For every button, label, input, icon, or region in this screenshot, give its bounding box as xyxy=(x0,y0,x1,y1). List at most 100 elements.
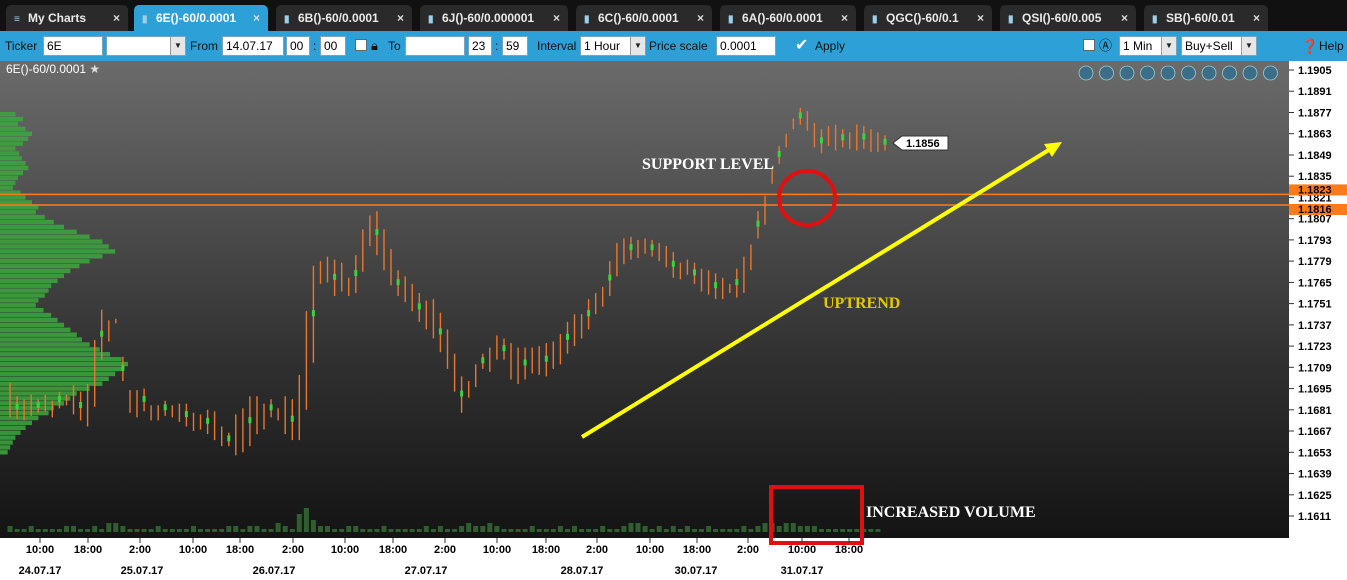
chevron-down-icon: ▼ xyxy=(1241,37,1256,55)
volume-profile-bar xyxy=(0,239,103,244)
volume-marker xyxy=(79,402,83,408)
volume-profile-bar xyxy=(0,332,77,337)
x-time-label: 10:00 xyxy=(788,544,816,556)
side-select[interactable]: Buy+Sell ▼ xyxy=(1181,36,1257,56)
help-link[interactable]: Help xyxy=(1319,39,1344,53)
x-date-label: 25.07.17 xyxy=(121,565,164,577)
volume-profile-bar xyxy=(0,234,90,239)
expand-icon[interactable] xyxy=(1222,65,1237,81)
close-icon[interactable]: × xyxy=(696,11,704,25)
filter-checkbox[interactable] xyxy=(1083,39,1095,51)
volume-profile-bar xyxy=(0,259,90,264)
price-axis[interactable] xyxy=(1289,61,1347,580)
link-icon[interactable] xyxy=(1181,65,1196,81)
zoom-in-icon[interactable] xyxy=(1078,65,1094,81)
draw-icon[interactable] xyxy=(1160,65,1176,81)
time-axis[interactable] xyxy=(0,538,1289,580)
tab-6b[interactable]: ▮ 6B()-60/0.0001 × xyxy=(276,5,412,31)
volume-marker xyxy=(184,411,188,418)
close-icon[interactable]: × xyxy=(1252,11,1260,25)
volume-bar xyxy=(49,529,55,532)
from-minute-input[interactable]: 00 xyxy=(320,36,346,56)
volume-bar xyxy=(261,529,267,532)
volume-profile-bar xyxy=(0,406,54,411)
x-time-label: 18:00 xyxy=(74,544,102,556)
volume-profile-bar xyxy=(0,165,29,171)
volume-profile-bar xyxy=(0,347,100,352)
to-enable-checkbox[interactable] xyxy=(355,39,367,51)
to-hour-input[interactable]: 23 xyxy=(468,36,492,56)
close-icon[interactable]: × xyxy=(396,11,404,25)
volume-profile-bar xyxy=(0,440,13,445)
price-scale-input[interactable]: 0.0001 xyxy=(716,36,776,56)
volume-profile-bar xyxy=(0,131,32,136)
search-icon[interactable] xyxy=(1119,65,1135,81)
bar-chart-icon: ▮ xyxy=(1008,14,1014,25)
volume-bar xyxy=(113,523,119,532)
tab-6j[interactable]: ▮ 6J()-60/0.000001 × xyxy=(420,5,568,31)
volume-highlight-box xyxy=(769,485,864,545)
circle-a-icon[interactable]: Ⓐ xyxy=(1099,38,1113,53)
ticker-dropdown[interactable]: ▼ xyxy=(106,36,186,56)
tab-6c[interactable]: ▮ 6C()-60/0.0001 × xyxy=(576,5,712,31)
ticker-label: Ticker xyxy=(5,39,38,53)
help-icon[interactable]: ❓ xyxy=(1301,38,1319,54)
eye-icon[interactable] xyxy=(1242,65,1258,81)
tab-my-charts[interactable]: ≡ My Charts × xyxy=(6,5,128,31)
zoom-out-icon[interactable] xyxy=(1099,65,1114,81)
from-date-input[interactable]: 14.07.17 xyxy=(222,36,284,56)
volume-bar xyxy=(621,526,627,532)
tab-sb[interactable]: ▮ SB()-60/0.01 × xyxy=(1144,5,1268,31)
volume-profile-bar xyxy=(0,293,45,298)
tab-label: QGC()-60/0.1 xyxy=(886,11,959,25)
volume-profile-bar xyxy=(0,322,64,328)
y-tick-label: 1.1863 xyxy=(1298,129,1332,141)
volume-marker xyxy=(650,244,654,251)
volume-bar xyxy=(494,526,500,532)
volume-marker xyxy=(460,390,464,397)
tab-6a[interactable]: ▮ 6A()-60/0.0001 × xyxy=(720,5,856,31)
volume-profile-bar xyxy=(0,415,39,421)
to-date-input[interactable] xyxy=(405,36,465,56)
from-hour-input[interactable]: 00 xyxy=(286,36,310,56)
star-icon[interactable]: ★ xyxy=(89,62,101,76)
close-icon[interactable]: × xyxy=(1120,11,1128,25)
close-icon[interactable]: × xyxy=(552,11,560,25)
bar-chart-icon: ▮ xyxy=(284,14,290,25)
volume-marker xyxy=(566,333,569,340)
chart-area[interactable] xyxy=(0,61,1347,580)
volume-bar xyxy=(395,529,401,532)
volume-bar xyxy=(776,526,782,532)
uptrend-arrow xyxy=(580,146,1054,439)
close-icon[interactable]: × xyxy=(252,11,260,25)
volume-profile-bar xyxy=(0,151,20,156)
close-icon[interactable]: × xyxy=(840,11,848,25)
ticker-input[interactable]: 6E xyxy=(43,36,103,56)
from-label: From xyxy=(190,39,218,53)
period-select[interactable]: 1 Min ▼ xyxy=(1119,36,1177,56)
volume-bar xyxy=(416,529,422,532)
close-icon[interactable]: × xyxy=(112,11,120,25)
menu-down-icon[interactable] xyxy=(1263,65,1278,81)
settings-icon[interactable] xyxy=(1201,65,1217,81)
volume-bar xyxy=(635,523,641,532)
volume-bar xyxy=(670,526,676,532)
tab-label: 6J()-60/0.000001 xyxy=(442,11,535,25)
tab-qsi[interactable]: ▮ QSI()-60/0.005 × xyxy=(1000,5,1136,31)
bar-chart-icon: ▮ xyxy=(428,14,434,25)
apply-button[interactable]: Apply xyxy=(815,39,846,53)
volume-bar xyxy=(783,523,789,532)
level-price-tag xyxy=(1289,204,1347,215)
tab-6e[interactable]: ▮ 6E()-60/0.0001 × xyxy=(134,5,268,31)
volume-bar xyxy=(310,520,316,532)
grid-icon[interactable] xyxy=(1140,65,1155,81)
to-minute-input[interactable]: 59 xyxy=(502,36,528,56)
volume-profile-bar xyxy=(0,268,71,274)
check-circle-icon[interactable]: ✔ xyxy=(795,37,809,54)
interval-select[interactable]: 1 Hour ▼ xyxy=(580,36,646,56)
tab-qgc[interactable]: ▮ QGC()-60/0.1 × xyxy=(864,5,992,31)
volume-bar xyxy=(663,529,669,532)
tab-label: SB()-60/0.01 xyxy=(1166,11,1235,25)
close-icon[interactable]: × xyxy=(976,11,984,25)
bar-chart-icon: ▮ xyxy=(728,14,734,25)
